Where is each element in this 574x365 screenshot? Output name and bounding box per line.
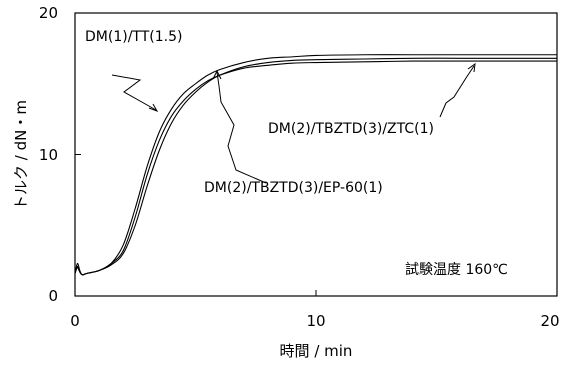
arrowhead-ztc <box>467 62 476 73</box>
y-tick-label-0: 0 <box>48 287 58 305</box>
x-tick-marks <box>74 290 558 296</box>
label-ztc: DM(2)/TBZTD(3)/ZTC(1) <box>268 121 434 137</box>
x-tick-label-0: 0 <box>70 312 80 330</box>
arrowhead-dm1-tt <box>148 103 159 112</box>
label-ep60: DM(2)/TBZTD(3)/EP-60(1) <box>204 180 383 196</box>
x-tick-label-10: 10 <box>306 312 325 330</box>
series-group <box>74 54 557 276</box>
leader-line-ep60 <box>216 71 267 184</box>
x-axis-label: 時間 / min <box>280 342 353 360</box>
y-tick-marks <box>75 12 81 297</box>
x-tick-label-20: 20 <box>540 312 559 330</box>
series-line-0 <box>74 54 557 276</box>
test-temperature-note: 試験温度 160℃ <box>405 262 508 278</box>
arrowhead-ep60 <box>212 69 222 80</box>
leader-line-ztc <box>439 65 475 118</box>
y-tick-label-10: 10 <box>39 146 58 164</box>
series-line-2 <box>74 60 557 276</box>
leader-line-dm1-tt <box>111 74 157 111</box>
y-tick-label-20: 20 <box>39 4 58 22</box>
y-axis-label: トルク / dN・m <box>12 100 30 210</box>
label-dm1-tt: DM(1)/TT(1.5) <box>85 29 182 45</box>
